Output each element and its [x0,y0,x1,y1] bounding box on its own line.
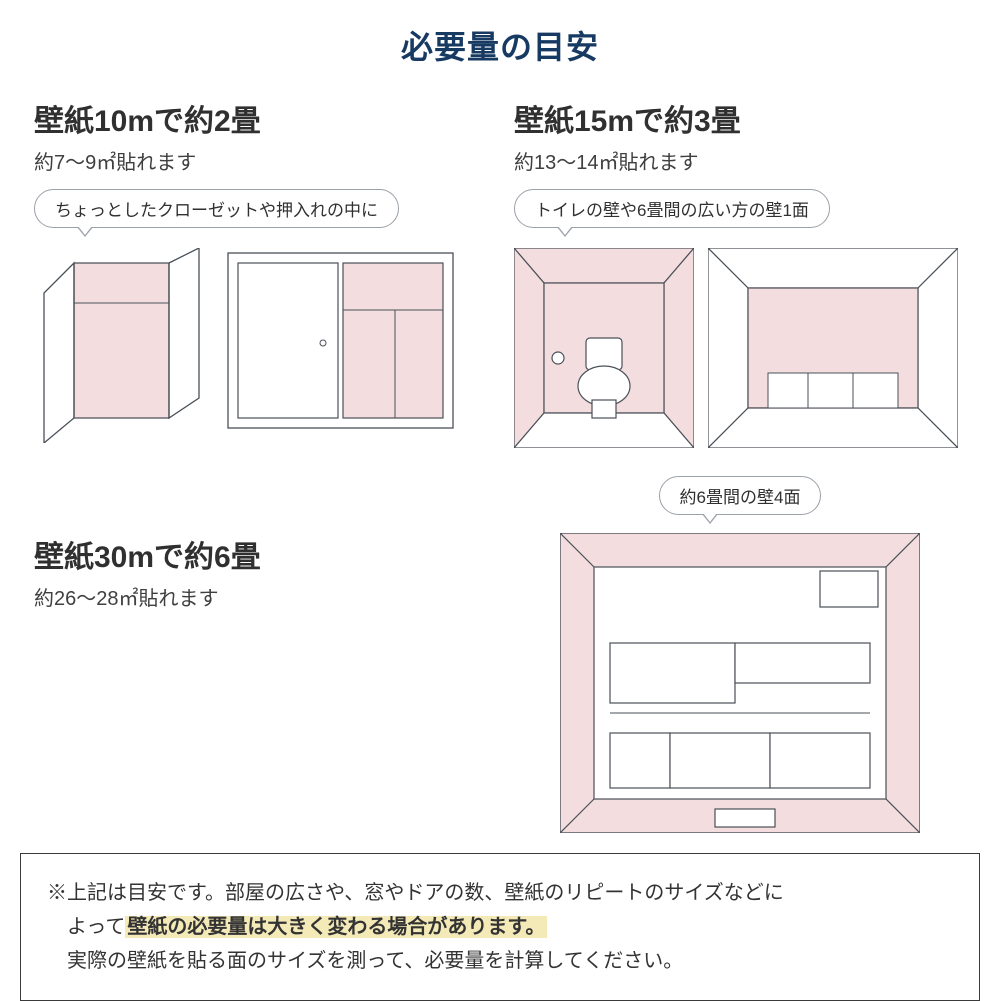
caption-bubble: トイレの壁や6畳間の広い方の壁1面 [514,189,830,228]
closet-sliding-icon [223,248,458,443]
note-line-2-pre: よって [47,916,125,938]
note-box: ※上記は目安です。部屋の広さや、窓やドアの数、壁紙のリピートのサイズなどに よっ… [20,853,980,1001]
toilet-room-icon [514,248,694,448]
sections-grid: 壁紙10mで約2畳 約7～9㎡貼れます ちょっとしたクローゼットや押入れの中に [20,68,980,472]
illustration-row [514,248,966,448]
caption-bubble: ちょっとしたクローゼットや押入れの中に [34,189,399,228]
section-30m-row: 壁紙30mで約6畳 約26～28㎡貼れます 約6畳間の壁4面 [20,472,980,833]
section-heading: 壁紙15mで約3畳 [514,96,966,140]
section-30m: 壁紙30mで約6畳 約26～28㎡貼れます [20,472,500,833]
note-line-2: よって壁紙の必要量は大きく変わる場合があります。 [47,910,953,944]
section-sub: 約13～14㎡貼れます [514,146,966,175]
note-line-3: 実際の壁紙を貼る面のサイズを測って、必要量を計算してください。 [47,944,953,978]
note-line-1: ※上記は目安です。部屋の広さや、窓やドアの数、壁紙のリピートのサイズなどに [47,876,953,910]
page-title: 必要量の目安 [0,0,1000,68]
section-heading: 壁紙30mで約6畳 [34,532,486,576]
room-plan-icon [560,533,920,833]
caption-bubble: 約6畳間の壁4面 [659,476,822,515]
note-highlight: 壁紙の必要量は大きく変わる場合があります。 [125,916,547,938]
section-sub: 約26～28㎡貼れます [34,582,486,611]
section-30m-illustration: 約6畳間の壁4面 [500,472,980,833]
section-heading: 壁紙10mで約2畳 [34,96,486,140]
section-10m: 壁紙10mで約2畳 約7～9㎡貼れます ちょっとしたクローゼットや押入れの中に [20,96,500,472]
section-15m: 壁紙15mで約3畳 約13～14㎡貼れます トイレの壁や6畳間の広い方の壁1面 [500,96,980,472]
closet-open-icon [34,248,209,443]
section-sub: 約7～9㎡貼れます [34,146,486,175]
room-accent-wall-icon [708,248,958,448]
illustration-row [34,248,486,443]
